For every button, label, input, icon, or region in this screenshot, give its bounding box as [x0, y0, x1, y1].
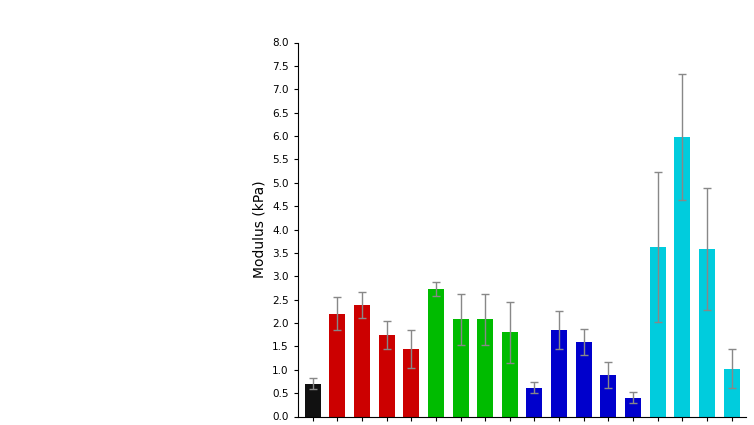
Bar	[502, 332, 518, 416]
Bar	[699, 249, 715, 416]
Bar	[551, 330, 567, 416]
Bar	[650, 247, 666, 416]
Bar	[477, 319, 493, 416]
Bar	[354, 305, 370, 416]
Bar	[403, 349, 419, 416]
Bar	[379, 335, 394, 416]
Bar	[452, 319, 468, 416]
Bar	[600, 375, 617, 416]
Bar	[674, 137, 691, 416]
Bar	[526, 388, 542, 416]
Bar	[329, 314, 345, 416]
Bar	[428, 289, 444, 416]
Bar	[625, 398, 641, 416]
Bar	[576, 342, 592, 416]
Bar	[305, 384, 320, 416]
Y-axis label: Modulus (kPa): Modulus (kPa)	[253, 181, 267, 278]
Bar	[724, 369, 740, 416]
